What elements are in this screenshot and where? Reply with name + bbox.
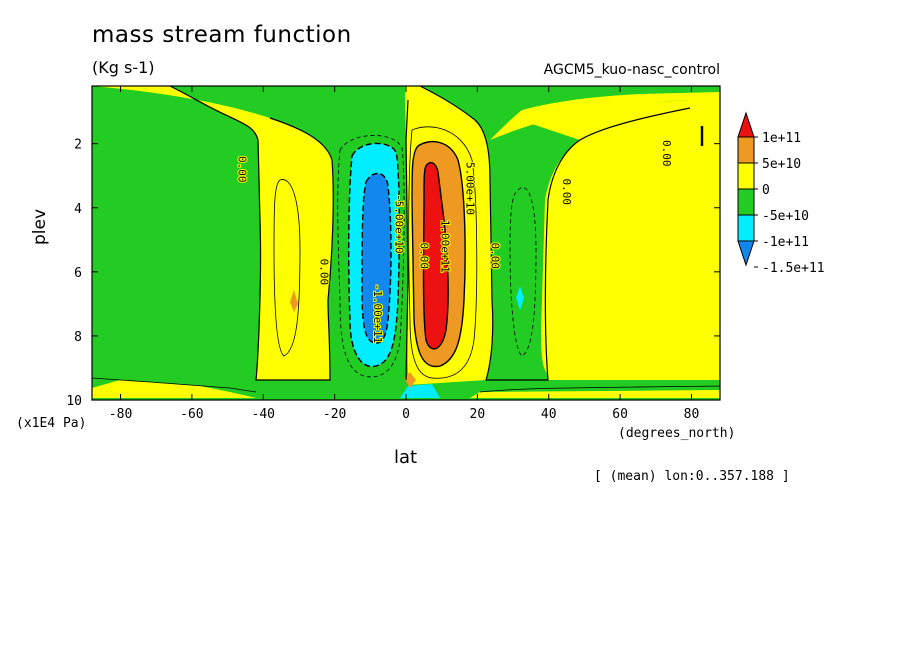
- x-tick-label: -20: [323, 407, 346, 422]
- contour-red-edge: [422, 161, 449, 350]
- contour-lines: [91, 85, 721, 393]
- contour-label: 0.00: [317, 259, 330, 286]
- contour-labels: 1.00e+11 5.00e+10 0.00 0.00 -1.00e+11 -5.00e+…: [234, 139, 674, 344]
- y-tick-label: 2: [74, 138, 82, 153]
- contour-cyan-edge: [347, 142, 401, 368]
- field-positive-south: [92, 86, 334, 380]
- x-tick-label: 0: [402, 407, 410, 422]
- x-axis: -80 -60 -40 -20 0 20 40 60 80: [109, 86, 699, 422]
- contour-orange-edge: [411, 140, 466, 368]
- colorbar-label: -1.5e+11: [762, 261, 825, 276]
- contour-blue-edge: [361, 172, 392, 344]
- x-tick-label: -80: [109, 407, 132, 422]
- run-name: AGCM5_kuo-nasc_control: [543, 62, 720, 78]
- contour-label: 5.00e+10: [464, 162, 477, 215]
- field-positive-north-bottom: [470, 390, 720, 398]
- contour-fields: [92, 86, 720, 400]
- x-tick-label: -60: [180, 407, 203, 422]
- x-tick-label: 60: [612, 407, 628, 422]
- x-tick-label: 40: [541, 407, 557, 422]
- colorbar-label: -1e+11: [762, 235, 809, 250]
- colorbar-swatch: [737, 162, 755, 190]
- field-positive-north-main: [520, 98, 720, 380]
- colorbar-swatch: [737, 214, 755, 242]
- contour-label: 0.00: [235, 156, 248, 183]
- y-axis: 2 4 6 8 10: [66, 138, 720, 409]
- x-tick-label: 20: [470, 407, 486, 422]
- colorbar-swatch: [737, 136, 755, 164]
- contour-pos-south-inner: [273, 179, 301, 357]
- contour-label: 0.00: [560, 178, 573, 205]
- y-tick-label: 8: [74, 330, 82, 345]
- y-tick-label: 4: [74, 202, 82, 217]
- chart-units: (Kg s-1): [92, 58, 155, 77]
- colorbar: 1e+11 5e+10 0 -5e+10 -1e+11 -1.5e+11: [737, 111, 825, 276]
- contour-zero-north: [419, 85, 691, 381]
- colorbar-label: 1e+11: [762, 131, 801, 146]
- averaging-note: [ (mean) lon:0..357.188 ]: [594, 469, 790, 484]
- x-tick-label: -40: [252, 407, 275, 422]
- contour-label: 1.00e+11: [439, 220, 452, 273]
- y-tick-label: 6: [74, 266, 82, 281]
- contour-pos-outer: [408, 126, 478, 379]
- field-orange-surface: [404, 372, 416, 388]
- x-tick-label: 80: [684, 407, 700, 422]
- y-axis-unit: (x1E4 Pa): [16, 416, 87, 431]
- field-orange-south-blob: [290, 290, 298, 312]
- colorbar-swatch-top: [737, 111, 755, 138]
- contour-zero-equator: [405, 99, 409, 381]
- colorbar-swatch-bottom: [737, 240, 755, 267]
- colorbar-label: 5e+10: [762, 157, 801, 172]
- contour-label: 0.00: [417, 243, 430, 270]
- contour-zero-south: [169, 85, 334, 381]
- colorbar-swatch: [737, 188, 755, 216]
- x-axis-unit: (degrees_north): [618, 426, 736, 441]
- field-positive-south-tail: [92, 380, 256, 398]
- y-tick-label: 10: [66, 394, 82, 409]
- chart-title: mass stream function: [92, 22, 352, 48]
- field-blue: [362, 173, 391, 344]
- contour-pos-north-inner: [509, 187, 537, 357]
- contour-neg-outer: [337, 135, 405, 378]
- contour-label: -1.00e+11: [371, 284, 384, 344]
- colorbar-label: 0: [762, 183, 770, 198]
- contour-label: -5.00e+10: [392, 194, 405, 254]
- contour-label: 0.00: [489, 243, 502, 270]
- contour-label: 0.00: [660, 140, 673, 167]
- colorbar-label: -5e+10: [762, 209, 809, 224]
- field-cyan-north-blob: [516, 286, 524, 310]
- x-axis-label: lat: [394, 447, 418, 468]
- contour-near-surface: [91, 377, 721, 393]
